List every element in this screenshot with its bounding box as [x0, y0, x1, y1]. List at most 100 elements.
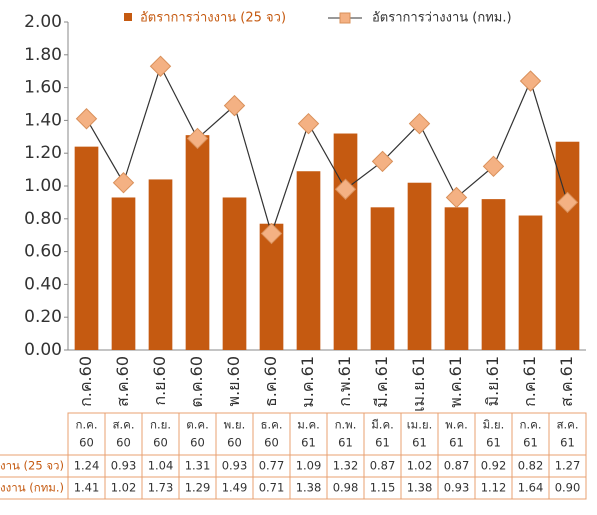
table-value: 1.29	[185, 481, 211, 495]
table-header: 61	[375, 436, 390, 450]
table-header: เม.ย.	[407, 418, 433, 432]
table-value: 1.09	[296, 459, 322, 473]
table-header: พ.ค.	[445, 418, 468, 432]
table-header: 61	[301, 436, 316, 450]
table-value: 0.87	[370, 459, 396, 473]
x-tick-label: ส.ค.60	[113, 356, 132, 407]
x-tick-label: ต.ค.60	[187, 356, 206, 408]
y-tick-label: 0.60	[24, 242, 62, 262]
table-header: 61	[338, 436, 353, 450]
legend-swatch	[124, 13, 132, 21]
x-tick-label: พ.ค.61	[446, 356, 465, 408]
y-tick-label: 1.00	[24, 176, 62, 196]
y-tick-label: 0.00	[24, 340, 62, 360]
table-value: 1.32	[333, 459, 359, 473]
table-header: พ.ย.	[224, 418, 246, 432]
point	[556, 191, 579, 214]
y-tick-label: 1.80	[24, 45, 62, 65]
bar	[481, 199, 506, 350]
bar	[259, 223, 284, 350]
table-header: มี.ค.	[371, 418, 394, 432]
table-value: 1.15	[370, 481, 396, 495]
bar	[296, 171, 321, 350]
table-header: 61	[486, 436, 501, 450]
x-tick-label: ก.ค.60	[76, 356, 95, 407]
y-tick-label: 1.40	[24, 110, 62, 130]
table-header: 60	[116, 436, 131, 450]
table-value: 1.31	[185, 459, 211, 473]
point	[223, 94, 246, 117]
table-value: 1.24	[74, 459, 100, 473]
table-cell	[548, 476, 587, 500]
table-value: 1.12	[481, 481, 507, 495]
table-value: 1.64	[518, 481, 544, 495]
table-header: ก.ค.	[520, 418, 542, 432]
bar	[444, 207, 469, 350]
point	[260, 222, 283, 245]
y-tick-label: 0.40	[24, 274, 62, 294]
bar	[518, 215, 543, 350]
point	[112, 172, 135, 194]
table-header: ม.ค.	[297, 418, 320, 432]
table-value: 1.02	[111, 481, 137, 495]
bar	[74, 146, 99, 350]
table-value: 0.93	[444, 481, 470, 495]
table-header: มิ.ย.	[483, 418, 505, 432]
table-header: ต.ค.	[186, 418, 208, 432]
point	[371, 150, 394, 173]
bar	[222, 197, 247, 350]
table-value: 0.71	[259, 481, 285, 495]
legend-label: อัตราการว่างงาน (กทม.)	[372, 11, 512, 26]
point	[445, 186, 468, 209]
table-header: 60	[190, 436, 205, 450]
x-tick-label: เม.ย.61	[409, 356, 428, 412]
table-value: 1.49	[222, 481, 248, 495]
x-tick-label: ส.ค.61	[557, 356, 576, 407]
x-tick-label: ก.พ.61	[335, 356, 354, 407]
table-value: 0.90	[555, 481, 581, 495]
table-header: 61	[449, 436, 464, 450]
table-value: 1.38	[407, 481, 433, 495]
point	[75, 108, 98, 130]
table-value: 0.93	[111, 459, 137, 473]
table-header: ส.ค.	[556, 418, 578, 432]
table-header: 60	[79, 436, 94, 450]
point	[149, 55, 172, 77]
bar	[333, 133, 358, 350]
point	[334, 178, 357, 200]
point	[519, 70, 542, 92]
table-value: 0.77	[259, 459, 285, 473]
point	[297, 112, 320, 135]
table-value: 1.02	[407, 459, 433, 473]
legend-label: อัตราการว่างงาน (25 จว)	[140, 11, 286, 26]
table-header: ธ.ค.	[260, 418, 282, 432]
table-value: 0.87	[444, 459, 470, 473]
table-header: 61	[523, 436, 538, 450]
bar	[555, 141, 580, 350]
y-tick-label: 1.20	[24, 143, 62, 163]
table-value: 0.93	[222, 459, 248, 473]
x-tick-label: ก.ค.61	[520, 356, 539, 407]
bar	[148, 179, 173, 350]
x-tick-label: พ.ย.60	[224, 356, 243, 406]
point	[186, 127, 209, 150]
x-tick-label: ธ.ค.60	[261, 356, 280, 407]
table-header: 60	[264, 436, 279, 450]
table-header: 60	[153, 436, 168, 450]
y-tick-label: 2.00	[24, 12, 62, 32]
table-value: 0.82	[518, 459, 544, 473]
table-header: ส.ค.	[112, 418, 134, 432]
bar	[111, 197, 136, 350]
y-tick-label: 1.60	[24, 78, 62, 98]
table-value: 0.98	[333, 481, 359, 495]
y-tick-label: 0.80	[24, 209, 62, 229]
table-header: 60	[227, 436, 242, 450]
line	[85, 64, 569, 236]
point	[482, 155, 505, 178]
legend-marker	[339, 12, 351, 24]
x-tick-label: มิ.ย.61	[483, 356, 502, 406]
table-value: 1.04	[148, 459, 174, 473]
x-tick-label: ม.ค.61	[298, 356, 317, 408]
table-header: ก.ค.	[76, 418, 98, 432]
